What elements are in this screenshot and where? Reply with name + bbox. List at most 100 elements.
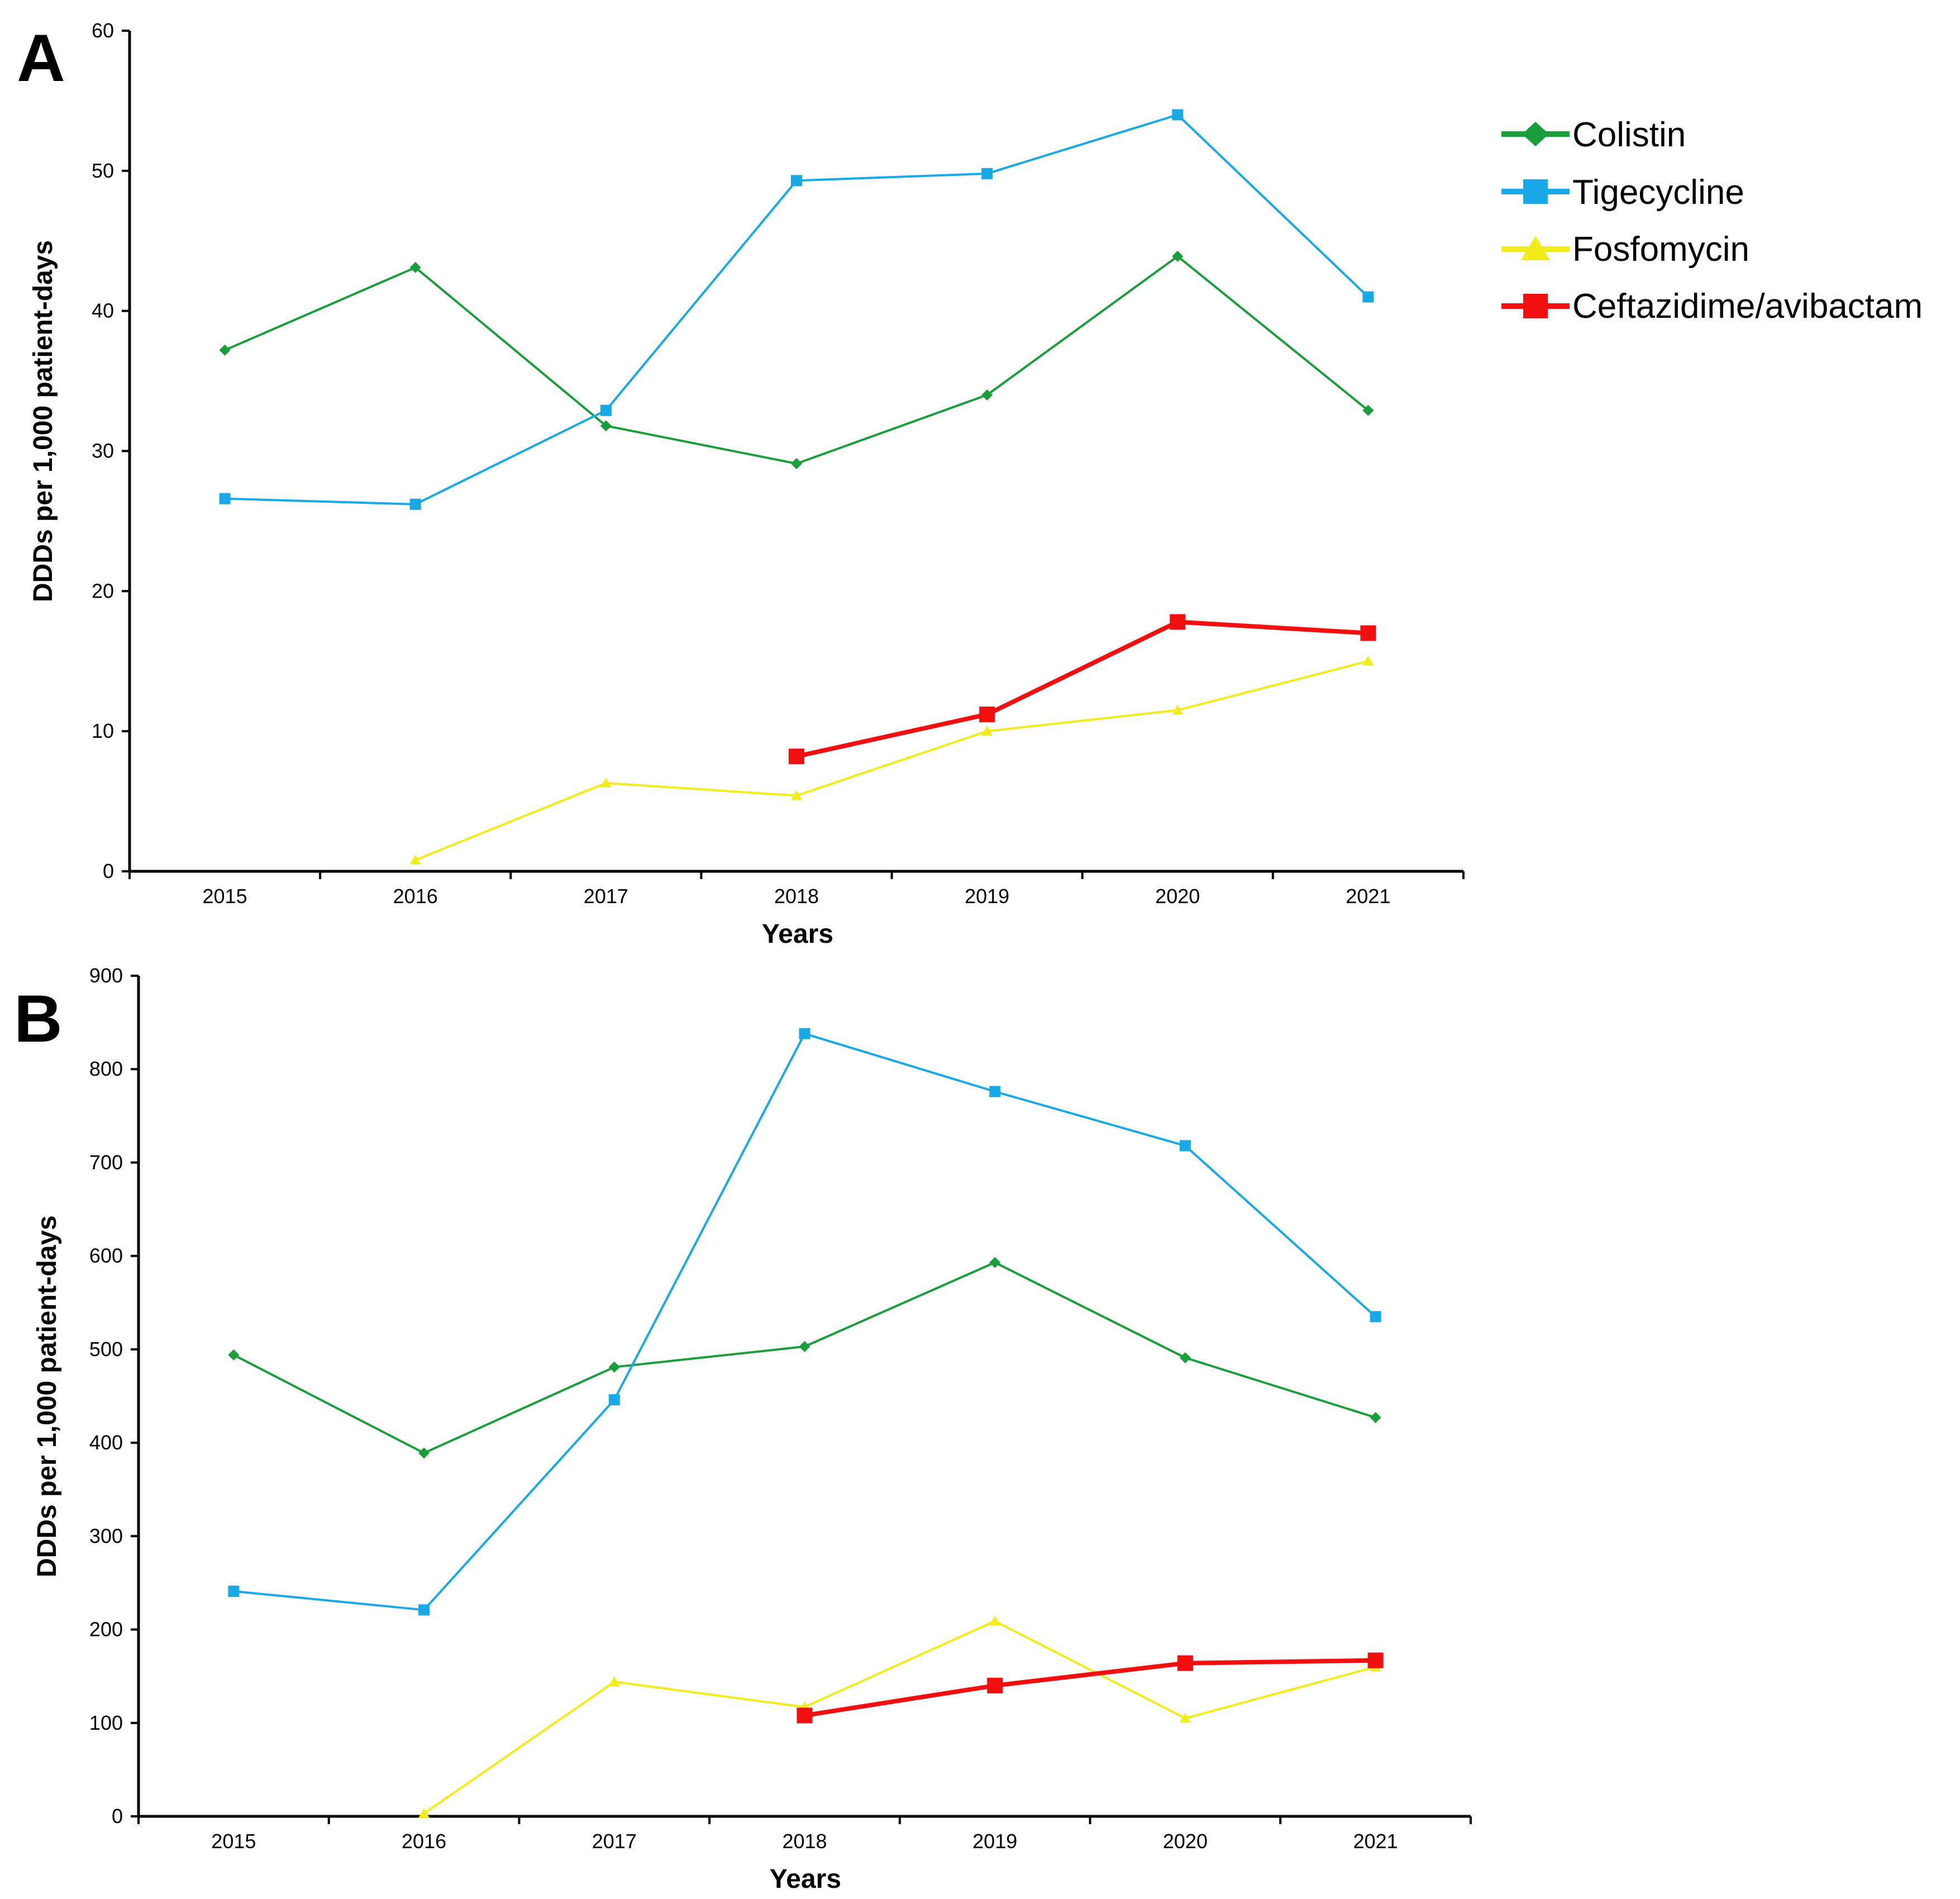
legend-entry-ceftazidime-avibactam: Ceftazidime/avibactam (1501, 287, 1923, 326)
y-tick-label: 60 (92, 19, 114, 42)
data-point-tigecycline (1172, 109, 1184, 121)
data-point-colistin (981, 389, 993, 401)
y-tick-label: 200 (89, 1618, 123, 1641)
y-tick-label: 800 (89, 1057, 123, 1080)
data-point-colistin (1362, 404, 1374, 416)
data-point-tigecycline (409, 498, 421, 510)
legend-label-ceftazidime-avibactam: Ceftazidime/avibactam (1572, 287, 1923, 326)
data-point-ceftazidime-avibactam (797, 1707, 813, 1724)
data-point-ceftazidime-avibactam (979, 707, 995, 723)
data-point-tigecycline (219, 493, 231, 504)
data-point-ceftazidime-avibactam (1177, 1655, 1193, 1671)
data-point-tigecycline (608, 1394, 620, 1406)
legend: Colistin Tigecycline Fosfomycin Ceftazid… (1501, 116, 1923, 326)
legend-label-fosfomycin: Fosfomycin (1572, 230, 1749, 269)
series-line-ceftazidime-avibactam (804, 1658, 1376, 1718)
x-axis-title: Years (762, 919, 833, 949)
diamond-icon (1522, 122, 1549, 146)
y-axis-title: DDDs per 1,000 patient-days (28, 240, 58, 602)
panel-b: B Years DDDs per 1,000 patient-days 0 100… (14, 964, 1472, 1894)
x-tick-label: 2021 (1353, 1830, 1398, 1853)
x-tick-label: 2020 (1155, 885, 1200, 908)
data-point-tigecycline (791, 175, 802, 187)
y-tick-label: 900 (89, 964, 123, 987)
y-tick-label: 50 (92, 159, 114, 182)
data-point-tigecycline (989, 1086, 1001, 1098)
y-tick-label: 10 (92, 719, 114, 742)
data-point-ceftazidime-avibactam (1367, 1652, 1384, 1668)
data-point-fosfomycin (600, 777, 612, 788)
x-tick-label: 2021 (1346, 885, 1390, 908)
square-icon (1523, 294, 1548, 318)
x-tick-label: 2016 (402, 1830, 446, 1853)
y-tick-label: 40 (92, 299, 114, 322)
y-tick-label: 600 (89, 1244, 123, 1267)
x-tick-label: 2016 (393, 885, 438, 908)
series-line-ceftazidime-avibactam (796, 619, 1368, 759)
data-point-ceftazidime-avibactam (987, 1677, 1003, 1693)
y-tick-label: 300 (89, 1524, 123, 1547)
data-point-fosfomycin (981, 726, 993, 736)
data-point-colistin (1179, 1352, 1191, 1363)
data-point-tigecycline (1179, 1140, 1191, 1152)
data-point-tigecycline (418, 1604, 430, 1616)
data-point-colistin (989, 1257, 1001, 1268)
data-point-colistin (600, 420, 612, 432)
series-line-fosfomycin (414, 660, 1368, 861)
legend-entry-fosfomycin: Fosfomycin (1501, 230, 1749, 269)
x-tick-label: 2019 (972, 1830, 1017, 1853)
data-point-fosfomycin (608, 1676, 620, 1687)
y-tick-label: 700 (89, 1151, 123, 1173)
data-point-fosfomycin (409, 854, 421, 865)
x-tick-label: 2018 (782, 1830, 827, 1853)
x-tick-label: 2017 (592, 1830, 637, 1853)
y-tick-label: 500 (89, 1338, 123, 1361)
series-line-fosfomycin (423, 1620, 1376, 1815)
data-point-fosfomycin (418, 1807, 430, 1818)
y-tick-label: 0 (112, 1805, 123, 1828)
panel-label-b: B (14, 981, 63, 1056)
data-point-tigecycline (228, 1585, 240, 1597)
data-point-colistin (418, 1447, 430, 1459)
x-tick-label: 2017 (584, 885, 628, 908)
data-point-tigecycline (1370, 1311, 1381, 1323)
data-point-tigecycline (981, 168, 993, 179)
y-tick-label: 400 (89, 1431, 123, 1454)
y-tick-label: 0 (103, 860, 114, 882)
y-tick-label: 30 (92, 440, 114, 462)
data-point-fosfomycin (1179, 1712, 1191, 1723)
data-point-ceftazidime-avibactam (1170, 614, 1186, 630)
y-tick-label: 100 (89, 1711, 123, 1734)
x-tick-label: 2015 (203, 885, 247, 908)
data-point-fosfomycin (989, 1615, 1001, 1626)
data-point-colistin (799, 1340, 810, 1352)
x-tick-label: 2019 (965, 885, 1009, 908)
data-point-colistin (409, 261, 421, 273)
data-point-colistin (608, 1361, 620, 1373)
data-point-colistin (219, 344, 231, 356)
legend-entry-tigecycline: Tigecycline (1501, 173, 1744, 212)
data-point-colistin (1172, 250, 1184, 262)
y-tick-label: 20 (92, 579, 114, 602)
data-point-colistin (228, 1349, 240, 1361)
legend-label-tigecycline: Tigecycline (1572, 173, 1744, 212)
data-point-colistin (1370, 1411, 1381, 1423)
panel-a: A Years DDDs per 1,000 patient-days 0 10 2… (17, 19, 1465, 949)
x-axis-title: Years (770, 1864, 841, 1894)
data-point-tigecycline (600, 404, 612, 416)
legend-entry-colistin: Colistin (1501, 116, 1686, 154)
y-axis-title: DDDs per 1,000 patient-days (32, 1215, 62, 1577)
data-point-fosfomycin (1362, 655, 1374, 666)
x-tick-label: 2018 (774, 885, 819, 908)
panel-label-a: A (17, 21, 65, 96)
legend-label-colistin: Colistin (1572, 116, 1686, 154)
triangle-icon (1521, 236, 1550, 260)
data-point-tigecycline (1362, 291, 1374, 303)
data-point-ceftazidime-avibactam (1360, 625, 1376, 641)
data-point-colistin (791, 458, 802, 470)
data-point-tigecycline (799, 1028, 810, 1039)
square-icon (1523, 179, 1548, 204)
data-point-fosfomycin (1172, 704, 1184, 715)
